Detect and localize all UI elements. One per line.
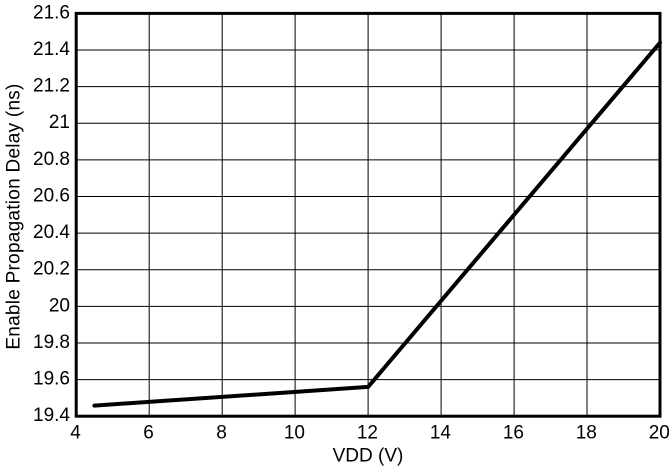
svg-text:20.6: 20.6 [33,186,70,207]
svg-text:21.4: 21.4 [33,39,70,60]
svg-text:20.4: 20.4 [33,222,70,243]
svg-text:20.8: 20.8 [33,149,70,170]
svg-text:20: 20 [649,423,670,444]
svg-text:Enable Propagation Delay (ns): Enable Propagation Delay (ns) [3,83,24,349]
svg-text:6: 6 [143,423,154,444]
svg-text:19.6: 19.6 [33,369,70,390]
svg-text:12: 12 [357,423,378,444]
svg-text:21.6: 21.6 [33,2,70,23]
svg-text:4: 4 [70,423,81,444]
svg-text:20.2: 20.2 [33,259,70,280]
svg-text:20: 20 [49,295,70,316]
svg-text:21.2: 21.2 [33,76,70,97]
svg-text:14: 14 [430,423,452,444]
svg-text:21: 21 [49,112,70,133]
svg-text:19.8: 19.8 [33,332,70,353]
svg-text:8: 8 [216,423,227,444]
svg-text:10: 10 [284,423,305,444]
svg-text:19.4: 19.4 [33,405,70,426]
svg-text:VDD (V): VDD (V) [333,445,404,466]
svg-text:18: 18 [576,423,597,444]
svg-text:16: 16 [503,423,524,444]
